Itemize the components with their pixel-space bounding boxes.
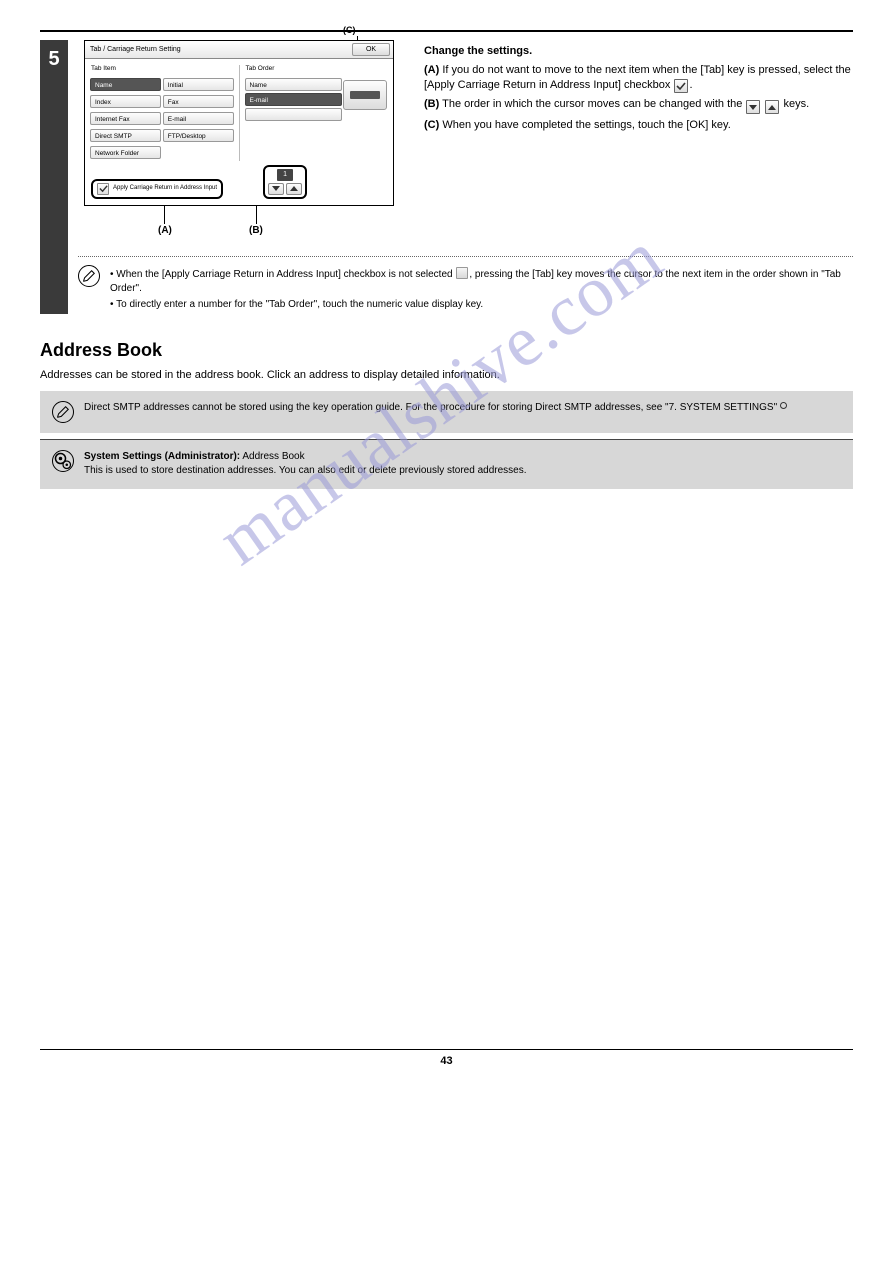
step-note-text: • When the [Apply Carriage Return in Add… — [110, 265, 853, 314]
bullet-label: (A) — [424, 64, 439, 76]
pointer-icon — [780, 402, 787, 409]
tab-item-chip[interactable]: Fax — [163, 95, 234, 108]
tab-number-group: 1 — [263, 165, 307, 198]
instructions: Change the settings. (A) If you do not w… — [394, 40, 853, 137]
tab-item-column: Tab Item Name Initial Index Fax Internet… — [89, 65, 235, 161]
bullet-trailing: . — [689, 79, 692, 91]
dotted-separator — [78, 256, 853, 257]
bullet-text: When you have completed the settings, to… — [442, 119, 730, 131]
gear-icon — [52, 450, 74, 472]
instruction-bullet: (A) If you do not want to move to the ne… — [424, 63, 853, 93]
tab-item-chip[interactable]: Initial — [163, 78, 234, 91]
carriage-return-checkbox[interactable] — [97, 183, 109, 195]
bullet-text: The order in which the cursor moves can … — [442, 98, 745, 110]
page-number: 43 — [440, 1055, 452, 1067]
note-line: To directly enter a number for the "Tab … — [116, 299, 483, 310]
carriage-return-label: Apply Carriage Return in Address Input — [113, 185, 217, 192]
move-order-button[interactable] — [343, 80, 387, 110]
unchecked-box-icon — [456, 267, 468, 279]
screenshot-divider — [239, 65, 240, 161]
instruction-bullet: (B) The order in which the cursor moves … — [424, 97, 853, 115]
settings-screenshot: Tab / Carriage Return Setting OK Tab Ite… — [84, 40, 394, 206]
bullet-label: (C) — [424, 119, 439, 131]
tab-order-chip[interactable]: Name — [245, 78, 343, 91]
page-top-rule — [40, 30, 853, 32]
tab-number-display[interactable]: 1 — [277, 169, 293, 180]
instructions-lead: Change the settings. — [424, 44, 853, 59]
step-number: 5 — [40, 40, 68, 314]
tab-item-chip[interactable]: E-mail — [163, 112, 234, 125]
carriage-return-checkbox-group[interactable]: Apply Carriage Return in Address Input — [91, 179, 223, 199]
screenshot-title: Tab / Carriage Return Setting — [88, 45, 352, 54]
section-heading: Address Book — [40, 338, 853, 362]
step-body: (C) Tab / Carriage Return Setting OK Tab… — [68, 40, 853, 314]
settings-label: System Settings (Administrator): — [84, 451, 240, 462]
tab-item-chip[interactable]: FTP/Desktop — [163, 129, 234, 142]
screenshot-col: (C) Tab / Carriage Return Setting OK Tab… — [78, 40, 394, 240]
settings-body: This is used to store destination addres… — [84, 465, 526, 476]
tab-order-chip[interactable]: E-mail — [245, 93, 343, 106]
settings-panel-text: System Settings (Administrator): Address… — [84, 450, 526, 479]
instruction-bullet: (C) When you have completed the settings… — [424, 118, 853, 133]
callout-row: (A) (B) — [84, 206, 394, 240]
tab-item-chip[interactable]: Name — [90, 78, 161, 91]
note-panel-text: Direct SMTP addresses cannot be stored u… — [84, 401, 787, 416]
tab-item-chip[interactable]: Index — [90, 95, 161, 108]
tab-item-chip[interactable]: Network Folder — [90, 146, 161, 159]
callout-b-label: (B) — [249, 224, 263, 238]
tab-order-label: Tab Order — [246, 65, 390, 74]
callout-b-line — [256, 206, 257, 224]
tab-down-button[interactable] — [268, 183, 284, 195]
tab-up-button[interactable] — [286, 183, 302, 195]
tab-item-chip[interactable]: Internet Fax — [90, 112, 161, 125]
bullet-trailing: keys. — [784, 98, 810, 110]
note-panel: Direct SMTP addresses cannot be stored u… — [40, 391, 853, 433]
tab-order-column: Tab Order Name E-mail — [244, 65, 390, 161]
tab-order-chip[interactable] — [245, 108, 343, 121]
step-note: • When the [Apply Carriage Return in Add… — [78, 265, 853, 314]
pencil-icon — [78, 265, 100, 287]
screenshot-titlebar: Tab / Carriage Return Setting OK — [85, 41, 393, 59]
settings-lead: Address Book — [240, 451, 304, 462]
up-arrow-icon — [765, 100, 779, 114]
pencil-icon — [52, 401, 74, 423]
tab-item-label: Tab Item — [91, 65, 235, 74]
section-intro: Addresses can be stored in the address b… — [40, 368, 853, 383]
screenshot-row: (C) Tab / Carriage Return Setting OK Tab… — [78, 40, 853, 240]
ok-button[interactable]: OK — [352, 43, 390, 56]
tab-item-chip[interactable]: Direct SMTP — [90, 129, 161, 142]
settings-panel: System Settings (Administrator): Address… — [40, 439, 853, 489]
screenshot-bottom-row: Apply Carriage Return in Address Input 1 — [85, 165, 393, 204]
callout-a-label: (A) — [158, 224, 172, 238]
step-container: 5 (C) Tab / Carriage Return Setting OK — [40, 40, 853, 314]
callout-a-line — [164, 206, 165, 224]
checkmark-icon — [674, 79, 688, 93]
callout-c-label: (C) — [343, 25, 356, 35]
note-line: When the [Apply Carriage Return in Addre… — [116, 269, 452, 280]
bullet-label: (B) — [424, 98, 439, 110]
bullet-text: If you do not want to move to the next i… — [424, 64, 851, 91]
down-arrow-icon — [746, 100, 760, 114]
page-footer: 43 — [40, 1049, 853, 1069]
screenshot-body: Tab Item Name Initial Index Fax Internet… — [85, 59, 393, 165]
